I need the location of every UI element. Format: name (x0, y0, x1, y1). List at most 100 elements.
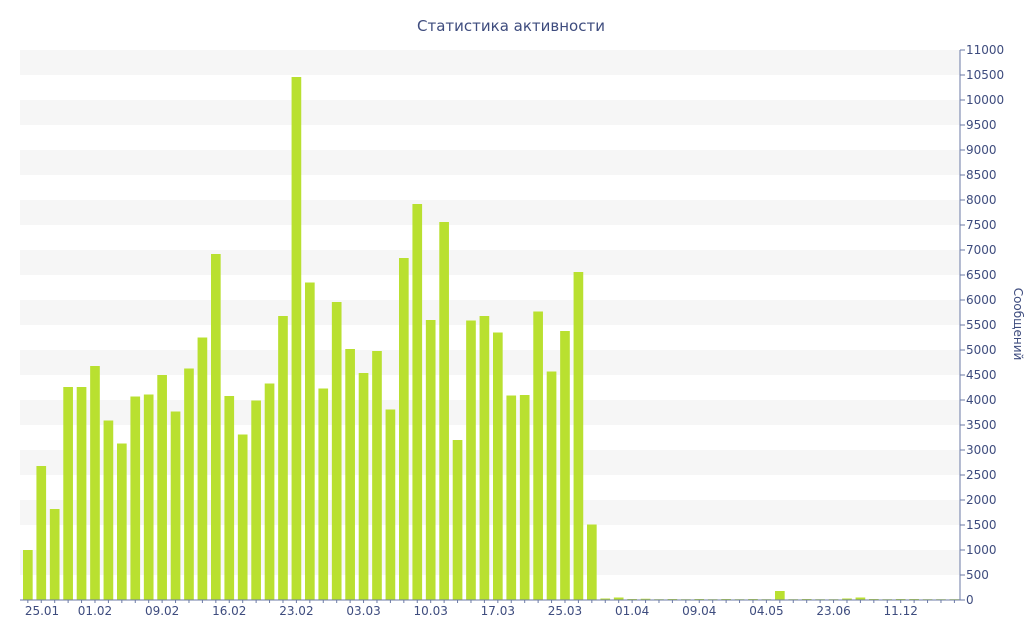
bar (305, 282, 315, 600)
bar (224, 396, 235, 600)
y-tick-label: 8000 (966, 193, 997, 207)
bar (197, 337, 208, 600)
bar (211, 254, 221, 600)
bar (479, 316, 490, 600)
bar (546, 371, 557, 600)
grid-band (20, 50, 960, 75)
x-tick-label: 03.03 (346, 604, 380, 618)
bar (251, 400, 261, 600)
bar (573, 272, 584, 600)
x-tick-label: 10.03 (414, 604, 448, 618)
bar (130, 396, 141, 600)
x-tick-label: 16.02 (212, 604, 246, 618)
bar (264, 383, 275, 600)
bar (49, 509, 60, 600)
bar (842, 598, 852, 600)
y-tick-label: 10500 (966, 68, 1004, 82)
y-tick-label: 1500 (966, 518, 997, 532)
grid-band (20, 100, 960, 125)
bar (36, 466, 47, 600)
y-tick-label: 11000 (966, 43, 1004, 57)
grid-band (20, 200, 960, 225)
y-axis-label: Сообщений (1011, 288, 1024, 361)
y-tick-label: 3500 (966, 418, 997, 432)
bar (439, 222, 449, 600)
bar (23, 550, 33, 600)
y-tick-label: 5500 (966, 318, 997, 332)
bar (76, 387, 87, 600)
y-tick-label: 4500 (966, 368, 997, 382)
x-tick-label: 04.05 (749, 604, 783, 618)
bars (23, 77, 960, 600)
bar (63, 387, 73, 600)
bar (184, 368, 194, 600)
y-tick-label: 3000 (966, 443, 997, 457)
y-tick-label: 10000 (966, 93, 1004, 107)
y-tick-label: 6000 (966, 293, 997, 307)
grid-band (20, 150, 960, 175)
bar (493, 332, 503, 600)
y-tick-label: 5000 (966, 343, 997, 357)
bar (452, 440, 463, 600)
bar (533, 311, 543, 600)
x-tick-label: 09.02 (145, 604, 179, 618)
bar (600, 598, 611, 600)
bar (560, 331, 570, 600)
bar (103, 420, 114, 600)
x-tick-labels: 25.01 01.02 09.02 16.02 23.02 03.03 10.03 17.03… (25, 600, 955, 618)
bar (331, 302, 342, 600)
grid-band (20, 350, 960, 375)
x-tick-label: 01.02 (78, 604, 112, 618)
bar (170, 411, 181, 600)
y-tick-label: 4000 (966, 393, 997, 407)
x-tick-label: 25.03 (548, 604, 582, 618)
y-tick-label: 7500 (966, 218, 997, 232)
x-tick-label: 11.12 (884, 604, 918, 618)
bar (143, 394, 154, 600)
bar (90, 366, 100, 600)
bar (466, 320, 476, 600)
bar (345, 349, 355, 600)
y-tick-label: 1000 (966, 543, 997, 557)
chart-title: Статистика активности (417, 17, 605, 35)
bar (613, 597, 624, 600)
grid-band (20, 250, 960, 275)
bar (855, 597, 866, 600)
y-tick-label: 6500 (966, 268, 997, 282)
bar (291, 77, 302, 600)
x-tick-label: 23.02 (279, 604, 313, 618)
x-tick-label: 25.01 (25, 604, 59, 618)
bar (237, 434, 248, 600)
bar (157, 375, 167, 600)
y-tick-label: 0 (966, 593, 974, 607)
x-tick-label: 01.04 (615, 604, 649, 618)
bar (399, 258, 409, 600)
y-tick-label: 2500 (966, 468, 997, 482)
y-tick-label: 8500 (966, 168, 997, 182)
bar (519, 395, 530, 600)
y-tick-label: 7000 (966, 243, 997, 257)
bar (506, 395, 517, 600)
y-tick-label: 2000 (966, 493, 997, 507)
bar (412, 204, 423, 600)
grid-bands (20, 50, 960, 575)
y-tick-label: 500 (966, 568, 989, 582)
y-tick-labels: 0 500 1000 1500 2000 2500 3000 3500 4000 4500 5000… (960, 43, 1004, 607)
bar (385, 409, 396, 600)
bar (117, 443, 127, 600)
bar (372, 351, 382, 600)
y-tick-label: 9500 (966, 118, 997, 132)
bar (775, 591, 785, 600)
y-tick-label: 9000 (966, 143, 997, 157)
bar (358, 373, 369, 600)
x-tick-label: 17.03 (481, 604, 515, 618)
bar (318, 388, 329, 600)
bar (278, 316, 288, 600)
grid-band (20, 300, 960, 325)
bar (640, 598, 651, 600)
bar (587, 524, 597, 600)
bar (425, 320, 436, 600)
x-tick-label: 23.06 (816, 604, 850, 618)
x-tick-label: 09.04 (682, 604, 716, 618)
